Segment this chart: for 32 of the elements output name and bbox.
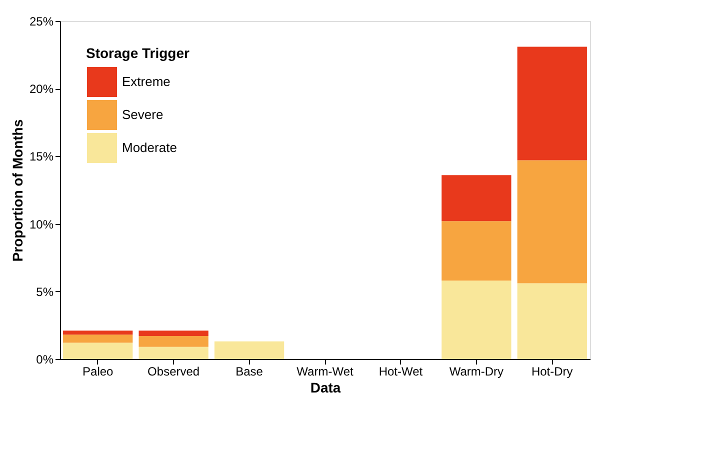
legend-title: Storage Trigger (86, 45, 190, 61)
y-tick-label: 5% (36, 284, 54, 299)
x-tick-label: Base (236, 364, 264, 378)
bar (63, 334, 133, 343)
x-tick-label: Hot-Dry (531, 364, 573, 378)
bar (517, 160, 587, 284)
y-tick-label: 15% (29, 150, 54, 164)
bar (517, 283, 587, 359)
x-tick-label: Hot-Wet (378, 364, 424, 378)
x-axis-title: Data (310, 380, 341, 396)
bar (442, 175, 512, 222)
bar (138, 346, 208, 359)
y-axis-title: Proportion of Months (9, 119, 26, 262)
bar (517, 46, 587, 160)
y-tick-label: 0% (36, 352, 54, 366)
bar (63, 330, 133, 335)
bar (138, 336, 208, 347)
x-tick-label: Paleo (82, 364, 114, 378)
y-tick-label: 10% (29, 217, 54, 232)
bar (63, 342, 133, 359)
bar (214, 341, 284, 359)
bar (442, 221, 512, 281)
x-tick-label: Warm-Dry (449, 364, 504, 378)
legend-label: Severe (122, 107, 164, 122)
x-tick-label: Warm-Wet (296, 364, 354, 378)
bar (442, 280, 512, 359)
y-tick-label: 25% (29, 14, 54, 28)
bar (138, 330, 208, 336)
y-tick-label: 20% (29, 82, 54, 96)
legend-label: Extreme (122, 74, 170, 89)
x-tick-label: Observed (148, 364, 200, 378)
legend-label: Moderate (122, 140, 177, 155)
